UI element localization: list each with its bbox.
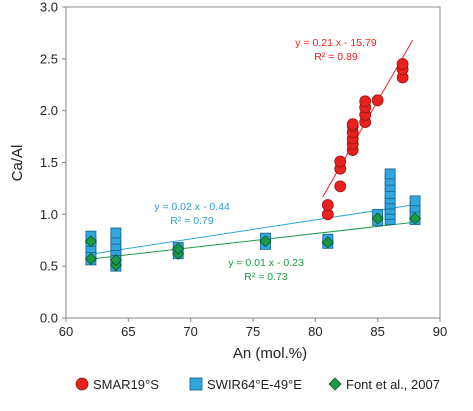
axes: 60 65 70 75 80 85 90 0.0 0.5 1.0 1.5 2.0 2.5 3.0 [40, 0, 447, 339]
trend-r2-series-1: R² = 0.89 [314, 51, 358, 63]
plot-area: y = 0.21 x - 15.79 R² = 0.89 y = 0.02 x - … [84, 37, 422, 283]
x-tick-label: 85 [370, 324, 384, 339]
y-tick-label: 1.0 [40, 207, 58, 222]
x-tick-label: 65 [121, 324, 135, 339]
legend-marker-series-3 [328, 377, 342, 391]
y-tick-label: 2.5 [40, 51, 58, 66]
data-point-series-1 [346, 118, 359, 131]
data-point-series-3 [84, 235, 97, 248]
trendline-series-2 [90, 204, 416, 255]
data-point-series-1 [321, 199, 334, 211]
data-point-series-2 [409, 195, 421, 207]
trend-r2-series-2: R² = 0.79 [170, 215, 214, 227]
y-tick-label: 0.5 [40, 259, 58, 274]
data-point-series-3 [371, 212, 384, 225]
trend-equation-series-2: y = 0.02 x - 0.44 [154, 201, 230, 213]
y-axis-title: Ca/Al [9, 145, 26, 182]
legend-marker-series-2 [189, 377, 203, 391]
trend-equation-series-1: y = 0.21 x - 15.79 [295, 37, 377, 49]
trendline-series-3 [90, 221, 416, 260]
data-point-series-3 [84, 252, 97, 265]
legend: SMAR19°S SWIR64°E-49°E Font et al., 2007 [75, 377, 440, 392]
data-point-series-3 [109, 253, 122, 267]
trend-r2-series-3: R² = 0.73 [244, 271, 288, 283]
data-point-series-1 [359, 95, 372, 108]
data-point-series-3 [259, 235, 272, 248]
data-point-series-3 [172, 242, 185, 255]
data-point-series-1 [334, 155, 347, 168]
y-tick-label: 1.5 [40, 155, 58, 170]
y-tick-label: 3.0 [40, 0, 58, 15]
legend-label-series-2: SWIR64°E-49°E [207, 377, 302, 392]
data-point-series-2 [384, 168, 396, 180]
x-tick-label: 60 [59, 324, 73, 339]
legend-label-series-3: Font et al., 2007 [346, 377, 440, 392]
legend-label-series-1: SMAR19°S [93, 377, 159, 392]
data-point-series-1 [396, 58, 409, 70]
x-tick-label: 70 [183, 324, 197, 339]
data-point-series-1 [371, 94, 384, 107]
data-point-series-1 [334, 180, 347, 193]
data-point-series-3 [409, 212, 422, 225]
data-point-series-2 [110, 227, 122, 239]
x-axis-title: An (mol.%) [233, 345, 307, 362]
trend-equation-series-3: y = 0.01 x - 0.23 [228, 257, 304, 269]
x-tick-label: 80 [308, 324, 322, 339]
legend-marker-series-1 [75, 377, 89, 391]
x-tick-label: 90 [433, 324, 447, 339]
data-point-series-3 [321, 236, 334, 249]
y-tick-label: 2.0 [40, 103, 58, 118]
y-tick-label: 0.0 [40, 311, 58, 326]
x-tick-label: 75 [246, 324, 260, 339]
